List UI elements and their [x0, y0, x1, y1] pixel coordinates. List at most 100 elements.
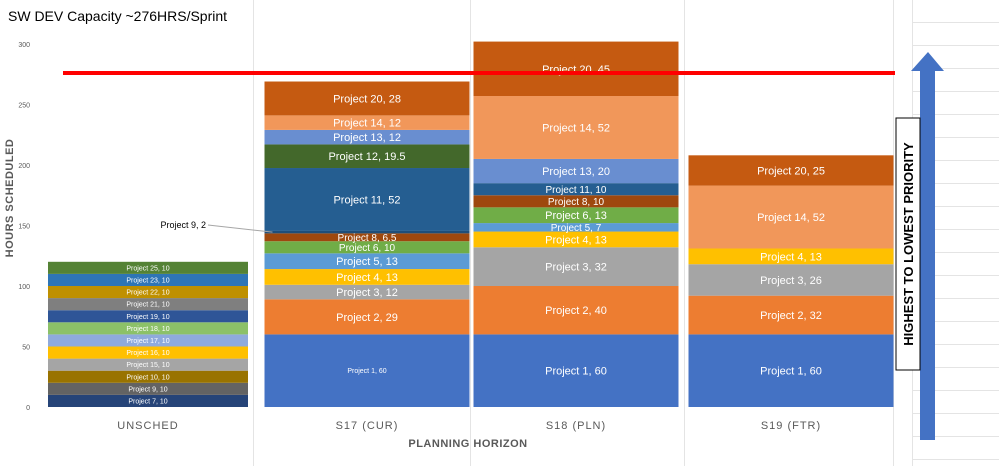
y-axis: 0 50 100 150 200 250 300	[18, 42, 30, 412]
sheet-row-line	[912, 22, 999, 23]
sheet-row-line	[912, 390, 999, 391]
bar-segment-label: Project 14, 52	[542, 122, 610, 134]
bar-segment	[48, 382, 248, 395]
bar-segment	[473, 286, 679, 335]
priority-arrow: HIGHEST TO LOWEST PRIORITY	[895, 52, 944, 440]
bar-segment	[473, 334, 679, 407]
bar-segment	[264, 241, 470, 254]
bar-segment	[48, 273, 248, 286]
bar-stack: Project 1, 60 Project 2, 40 Project 3, 32 P…	[473, 41, 679, 407]
bar-segment	[264, 144, 470, 169]
chart-title: SW DEV Capacity ~276HRS/Sprint	[8, 8, 227, 24]
bar-segment	[264, 233, 470, 242]
sheet-row-line	[912, 68, 999, 69]
bar-segment	[264, 284, 470, 300]
sheet-row-line	[912, 344, 999, 345]
callout-leader-line	[207, 224, 273, 233]
bar-segment-label: Project 14, 12	[333, 118, 401, 130]
bar-segment	[48, 286, 248, 299]
bar-stacks: Project 7, 10 Project 9, 10 Project 10, 10…	[48, 41, 894, 407]
bar-segment-label: Project 6, 13	[545, 210, 607, 222]
bar-segment	[473, 223, 679, 232]
bar-segment	[48, 370, 248, 383]
bar-segment	[264, 81, 470, 116]
bar-segment	[264, 253, 470, 270]
sheet-row-line	[912, 252, 999, 253]
bar-segment-label: Project 22, 10	[126, 290, 169, 297]
bar-segment	[688, 155, 894, 186]
bar-segment	[264, 129, 470, 145]
bar-stack: Project 7, 10 Project 9, 10 Project 10, 10…	[48, 261, 248, 407]
sheet-row-line	[912, 91, 999, 92]
bar-segment	[473, 195, 679, 208]
bar-segment	[473, 207, 679, 224]
bar-segment-label: Project 5, 13	[336, 256, 398, 268]
bar-segment	[264, 334, 470, 407]
arrow-shaft	[920, 70, 935, 440]
sheet-row-line	[912, 183, 999, 184]
sheet-row-line	[912, 321, 999, 322]
bar-segment	[473, 183, 679, 196]
bar-segment-label: Project 20, 25	[757, 165, 825, 177]
bar-segment-label: Project 1, 60	[347, 368, 386, 375]
bar-segment-label: Project 10, 10	[126, 374, 169, 381]
sheet-row-line	[912, 298, 999, 299]
callout-label: Project 9, 2	[160, 220, 206, 230]
bar-segment	[48, 358, 248, 371]
bar-segment-label: Project 12, 19.5	[328, 151, 405, 163]
y-tick-label: 200	[18, 163, 30, 170]
bar-segment-label: Project 13, 20	[542, 166, 610, 178]
bar-stack: Project 1, 60 Project 2, 29 Project 3, 12 P…	[264, 81, 470, 407]
bar-segment-label: Project 21, 10	[126, 302, 169, 309]
bar-segment	[48, 322, 248, 335]
bar-segment	[473, 158, 679, 184]
y-tick-label: 50	[22, 345, 30, 352]
sheet-row-line	[912, 413, 999, 414]
bar-segment	[473, 41, 679, 97]
bar-segment	[264, 299, 470, 335]
x-axis: UNSCHED S17 (CUR) S18 (PLN) S19 (FTR)	[117, 420, 820, 432]
sheet-row-line	[912, 367, 999, 368]
bar-segment-label: Project 16, 10	[126, 350, 169, 357]
bar-segment-label: Project 17, 10	[126, 338, 169, 345]
arrow-head	[911, 52, 944, 71]
bar-segment	[473, 96, 679, 159]
bar-segment-label: Project 6, 10	[339, 243, 396, 254]
sheet-row-line	[912, 436, 999, 437]
bar-segment	[48, 310, 248, 323]
y-tick-label: 0	[26, 405, 30, 412]
bar-segment-label: Project 4, 13	[336, 272, 398, 284]
bar-stack: Project 1, 60 Project 2, 32 Project 3, 26 P…	[688, 155, 894, 407]
bar-segment-label: Project 9, 10	[128, 386, 167, 393]
bar-segment-label: Project 8, 10	[548, 197, 605, 208]
sheet-row-line	[912, 160, 999, 161]
bar-segment	[688, 334, 894, 407]
bar-segment	[48, 346, 248, 359]
bar-segment-label: Project 4, 13	[760, 251, 822, 263]
bar-segment	[473, 247, 679, 286]
sheet-gridline	[253, 0, 254, 466]
bar-segment	[264, 230, 470, 234]
bar-segment-label: Project 3, 12	[336, 287, 398, 299]
sheet-gridline	[470, 0, 471, 466]
bar-segment-label: Project 5, 7	[551, 223, 602, 234]
bar-segment-label: Project 2, 32	[760, 310, 822, 322]
bar-segment	[473, 231, 679, 248]
bar-segment-label: Project 4, 13	[545, 234, 607, 246]
bar-segment	[264, 115, 470, 130]
priority-label: HIGHEST TO LOWEST PRIORITY	[901, 142, 916, 346]
bar-segment	[264, 168, 470, 231]
bar-segment	[688, 248, 894, 265]
y-tick-label: 300	[18, 42, 30, 49]
x-axis-label: PLANNING HORIZON	[408, 438, 527, 450]
bar-segment	[48, 334, 248, 347]
sheet-row-line	[912, 459, 999, 460]
bar-segment-label: Project 1, 60	[760, 366, 822, 378]
y-tick-label: 100	[18, 284, 30, 291]
bar-segment-label: Project 2, 29	[336, 312, 398, 324]
bar-segment	[688, 264, 894, 296]
bar-segment-label: Project 1, 60	[545, 366, 607, 378]
sheet-gridline	[684, 0, 685, 466]
y-tick-label: 250	[18, 103, 30, 110]
bar-segment-label: Project 19, 10	[126, 314, 169, 321]
